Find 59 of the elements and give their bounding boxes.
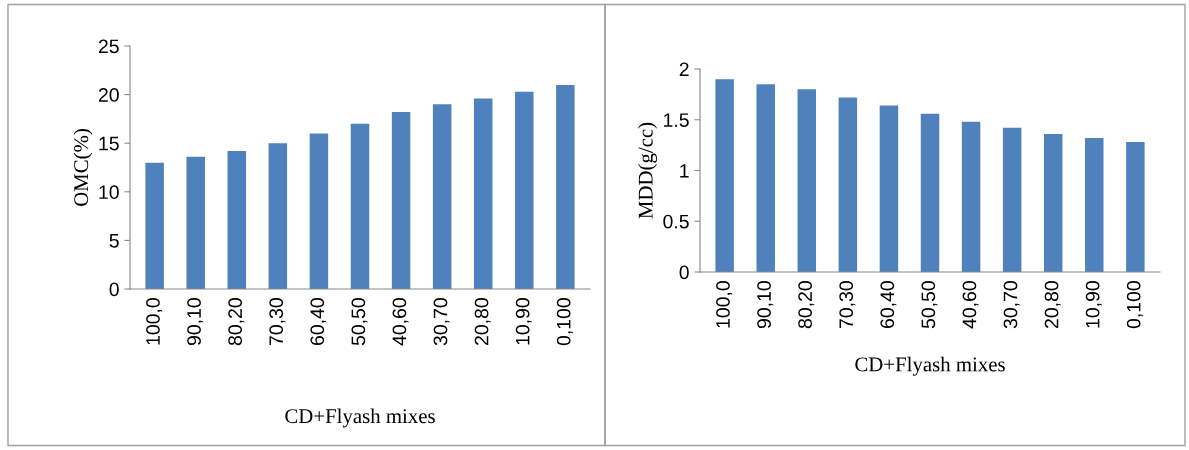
x-tick-label: 70,30 bbox=[839, 281, 856, 328]
x-tick-label: 10,90 bbox=[515, 298, 532, 345]
y-tick-label: 20 bbox=[98, 88, 119, 102]
y-axis-title: OMC(%) bbox=[73, 129, 93, 206]
y-axis-title: MDD(g/cc) bbox=[638, 122, 657, 219]
bar bbox=[1002, 127, 1022, 272]
x-tick-label: 80,20 bbox=[228, 298, 245, 346]
y-tick-label: 1 bbox=[680, 164, 689, 178]
bar bbox=[797, 89, 817, 272]
x-tick-label: 80,20 bbox=[798, 281, 815, 329]
bar bbox=[350, 123, 370, 289]
bar bbox=[756, 84, 775, 272]
bar bbox=[1043, 133, 1063, 272]
y-tick-label: 25 bbox=[98, 39, 119, 54]
x-tick-label: 90,10 bbox=[757, 281, 774, 329]
bar bbox=[268, 143, 288, 289]
bar bbox=[879, 105, 899, 272]
x-tick-label: 30,70 bbox=[1003, 281, 1020, 329]
bar bbox=[1126, 142, 1145, 272]
bar bbox=[838, 97, 858, 272]
x-axis-title: CD+Flyash mixes bbox=[855, 356, 1005, 376]
x-tick-label: 10,90 bbox=[1085, 281, 1102, 328]
y-tick-label: 0.5 bbox=[663, 214, 689, 229]
bar bbox=[227, 150, 247, 289]
bar bbox=[715, 79, 734, 272]
bar bbox=[515, 91, 534, 289]
y-tick-label: 0 bbox=[109, 282, 119, 297]
x-tick-label: 50,50 bbox=[351, 298, 368, 346]
y-tick-label: 5 bbox=[109, 234, 119, 248]
bar bbox=[1085, 138, 1104, 272]
x-axis-title: CD+Flyash mixes bbox=[285, 408, 435, 428]
x-tick-label: 50,50 bbox=[921, 281, 938, 329]
x-tick-label: 40,60 bbox=[962, 281, 979, 329]
x-tick-label: 90,10 bbox=[187, 298, 204, 346]
x-tick-label: 60,40 bbox=[880, 281, 897, 328]
y-tick-label: 15 bbox=[99, 136, 119, 151]
y-tick-label: 10 bbox=[99, 185, 119, 200]
bar bbox=[309, 133, 329, 289]
x-tick-label: 60,40 bbox=[310, 298, 327, 345]
x-tick-label: 30,70 bbox=[433, 298, 450, 346]
x-tick-label: 70,30 bbox=[269, 298, 286, 345]
bar bbox=[961, 121, 981, 272]
x-tick-label: 40,60 bbox=[392, 298, 409, 346]
x-tick-label: 20,80 bbox=[474, 298, 491, 346]
bar bbox=[186, 156, 205, 289]
bar bbox=[391, 112, 411, 289]
y-tick-label: 0 bbox=[679, 265, 689, 280]
bar bbox=[920, 113, 940, 272]
x-tick-label: 0,100 bbox=[556, 298, 573, 346]
y-tick-label: 1.5 bbox=[664, 113, 689, 127]
y-tick-label: 2 bbox=[679, 62, 689, 77]
x-tick-label: 20,80 bbox=[1044, 281, 1061, 329]
bar bbox=[556, 84, 575, 289]
x-tick-label: 100,0 bbox=[716, 281, 733, 328]
x-tick-label: 0,100 bbox=[1126, 281, 1143, 329]
x-tick-label: 100,0 bbox=[146, 298, 163, 345]
bar bbox=[432, 104, 452, 289]
bar bbox=[145, 162, 164, 289]
bar bbox=[473, 98, 493, 289]
